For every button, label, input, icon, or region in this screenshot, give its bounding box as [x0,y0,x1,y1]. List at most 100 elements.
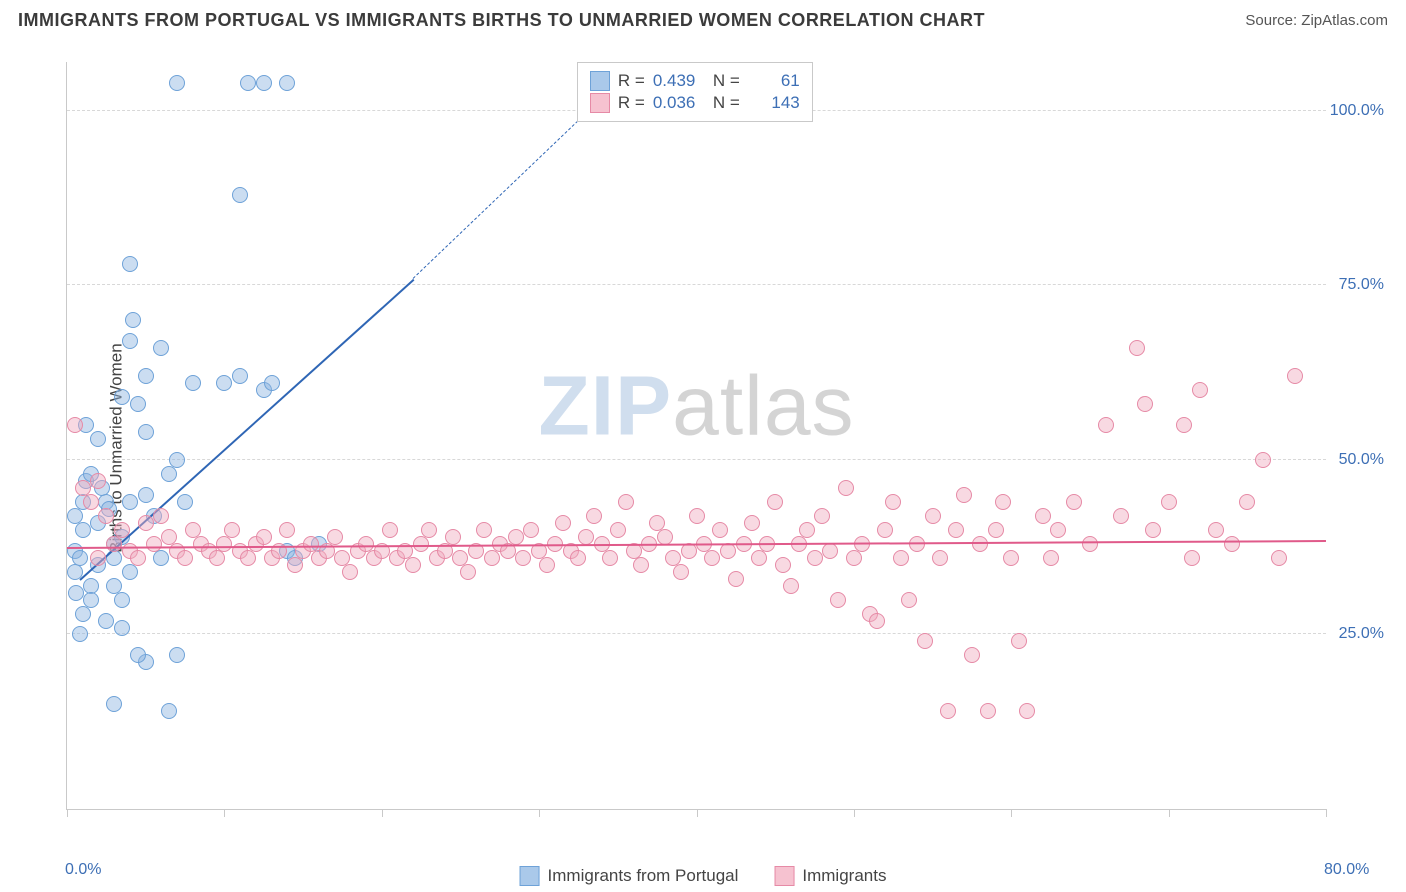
x-tick [382,809,383,817]
data-point [264,375,280,391]
legend-bottom: Immigrants from Portugal Immigrants [520,866,887,886]
data-point [586,508,602,524]
data-point [956,487,972,503]
data-point [633,557,649,573]
data-point [1287,368,1303,384]
gridline [67,284,1326,285]
data-point [814,508,830,524]
data-point [327,529,343,545]
data-point [216,536,232,552]
data-point [508,529,524,545]
data-point [1271,550,1287,566]
data-point [728,571,744,587]
data-point [224,522,240,538]
gridline [67,633,1326,634]
data-point [783,578,799,594]
data-point [122,256,138,272]
data-point [704,550,720,566]
legend-stats: R = 0.439 N = 61R =0.036N =143 [577,62,813,122]
data-point [539,557,555,573]
y-tick-label: 25.0% [1339,625,1384,643]
data-point [130,396,146,412]
data-point [185,375,201,391]
n-value: 61 [748,71,800,91]
data-point [523,522,539,538]
data-point [1184,550,1200,566]
legend-stats-row: R =0.036N =143 [590,93,800,113]
x-tick [854,809,855,817]
data-point [744,515,760,531]
data-point [122,564,138,580]
y-tick-label: 100.0% [1330,102,1384,120]
data-point [917,633,933,649]
data-point [1011,633,1027,649]
data-point [476,522,492,538]
legend-label: Immigrants from Portugal [548,866,739,886]
data-point [1082,536,1098,552]
data-point [75,522,91,538]
data-point [1176,417,1192,433]
watermark: ZIPatlas [538,357,854,454]
data-point [72,626,88,642]
data-point [1043,550,1059,566]
data-point [177,494,193,510]
data-point [1050,522,1066,538]
data-point [932,550,948,566]
n-label: N = [713,71,740,91]
gridline [67,459,1326,460]
source-link[interactable]: ZipAtlas.com [1301,12,1388,29]
data-point [460,564,476,580]
data-point [830,592,846,608]
y-tick-label: 75.0% [1339,276,1384,294]
data-point [515,550,531,566]
data-point [1098,417,1114,433]
data-point [807,550,823,566]
data-point [1161,494,1177,510]
data-point [657,529,673,545]
data-point [1255,452,1271,468]
data-point [382,522,398,538]
x-tick [1169,809,1170,817]
data-point [98,508,114,524]
data-point [1145,522,1161,538]
data-point [122,494,138,510]
data-point [712,522,728,538]
data-point [413,536,429,552]
legend-item: Immigrants from Portugal [520,866,739,886]
data-point [90,431,106,447]
data-point [838,480,854,496]
x-tick [539,809,540,817]
data-point [114,592,130,608]
data-point [421,522,437,538]
data-point [106,696,122,712]
r-label: R = [618,93,645,113]
data-point [169,75,185,91]
r-value: 0.439 [653,71,705,91]
data-point [256,75,272,91]
data-point [484,550,500,566]
data-point [72,550,88,566]
data-point [114,389,130,405]
x-tick [1011,809,1012,817]
n-value: 143 [748,93,800,113]
x-tick-label: 80.0% [1324,861,1369,879]
data-point [153,508,169,524]
data-point [1003,550,1019,566]
data-point [279,522,295,538]
data-point [114,620,130,636]
data-point [775,557,791,573]
data-point [901,592,917,608]
watermark-zip: ZIP [538,358,672,452]
data-point [988,522,1004,538]
source-prefix: Source: [1245,12,1301,29]
x-tick [1326,809,1327,817]
data-point [555,515,571,531]
data-point [964,647,980,663]
data-point [578,529,594,545]
scatter-plot: ZIPatlas 25.0%50.0%75.0%100.0%0.0%80.0%R… [66,62,1326,810]
data-point [240,550,256,566]
x-tick [224,809,225,817]
data-point [75,606,91,622]
data-point [1113,508,1129,524]
legend-item: Immigrants [774,866,886,886]
